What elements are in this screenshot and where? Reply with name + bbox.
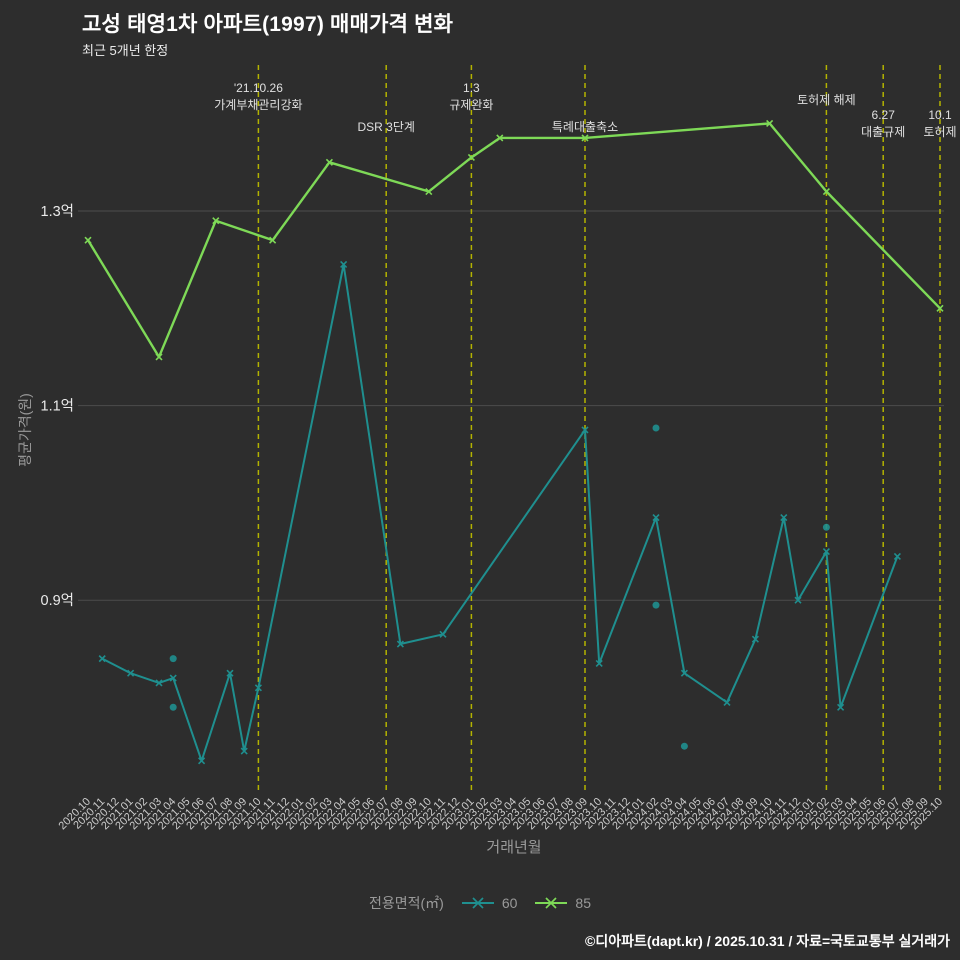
series-85-marker [325, 158, 333, 166]
credit-line: ©디아파트(dapt.kr) / 2025.10.31 / 자료=국토교통부 실… [585, 933, 950, 949]
series-60-marker [595, 659, 603, 668]
series-60-marker [226, 669, 234, 677]
series-60-marker [780, 513, 788, 522]
scatter-point [169, 703, 177, 711]
event-label: 1.3 [463, 81, 480, 95]
y-tick-label: 1.3억 [41, 203, 75, 220]
series-60-marker [439, 630, 447, 638]
scatter-point [822, 523, 830, 531]
event-label: 10.1 [928, 108, 952, 122]
series-85-marker [467, 153, 475, 162]
series-60-marker [680, 669, 688, 677]
legend-title: 전용면적(㎡) [368, 895, 444, 911]
series-85-marker [84, 236, 92, 244]
series-60-marker [837, 703, 845, 711]
series-60-marker [893, 552, 901, 561]
series-85-marker [581, 134, 589, 142]
series-60-marker [240, 747, 248, 755]
series-60-marker [581, 426, 589, 434]
event-label: DSR 3단계 [357, 120, 414, 134]
event-label: 대출규제 [861, 125, 905, 139]
event-label: 6.27 [872, 108, 896, 122]
event-label: 토허제 해제 [797, 93, 856, 107]
series-60-marker [169, 674, 177, 682]
event-label: '21.10.26 [234, 81, 283, 95]
series-85-marker [425, 187, 433, 196]
event-label: 가계부채관리강화 [214, 98, 302, 112]
legend-marker-60 [461, 897, 494, 909]
legend-label-85: 85 [575, 895, 591, 911]
series-60-line [101, 263, 899, 762]
scatter-point [169, 655, 177, 663]
series-60-marker [155, 679, 163, 687]
series-85-marker [822, 187, 830, 196]
legend-items: 60 85 [460, 895, 591, 911]
series-85-line [86, 122, 942, 359]
event-label: 규제완화 [449, 98, 493, 112]
series-60-marker [723, 698, 731, 706]
legend-item-60: 60 [460, 895, 518, 911]
series-85-marker [155, 353, 163, 361]
series-85-marker [269, 236, 277, 244]
legend-item-85: 85 [533, 895, 591, 911]
scatter-point [652, 601, 660, 609]
series-85-marker [766, 119, 774, 127]
y-tick-label: 1.1억 [41, 398, 75, 415]
series-60-marker [98, 655, 106, 663]
legend: 전용면적(㎡) 60 85 [0, 891, 960, 915]
series-60-marker [198, 757, 206, 765]
scatter-point [652, 424, 660, 432]
chart-title: 고성 태영1차 아파트(1997) 매매가격 변화 [82, 13, 454, 36]
series-60-marker [254, 684, 262, 692]
y-axis-title: 평균가격(원) [17, 393, 33, 467]
x-axis-title: 거래년월 [486, 839, 542, 856]
event-label: 특례대출축소 [552, 120, 618, 134]
scatter-point [680, 742, 688, 750]
series-60-marker [794, 596, 802, 604]
series-60-marker [652, 513, 660, 522]
series-60-marker [822, 548, 830, 556]
y-tick-label: 0.9억 [41, 592, 75, 609]
series-60-marker [396, 640, 404, 648]
event-label: 토허제 [923, 125, 956, 139]
legend-marker-85 [535, 897, 568, 909]
legend-label-60: 60 [501, 895, 518, 911]
series-85-marker [212, 217, 220, 225]
series-85-marker [936, 304, 944, 312]
chart-subtitle: 최근 5개년 한정 [82, 43, 169, 58]
series-60-marker [751, 635, 759, 643]
series-60-marker [340, 260, 348, 269]
series-85-marker [496, 134, 504, 142]
series-60-marker [127, 669, 135, 677]
